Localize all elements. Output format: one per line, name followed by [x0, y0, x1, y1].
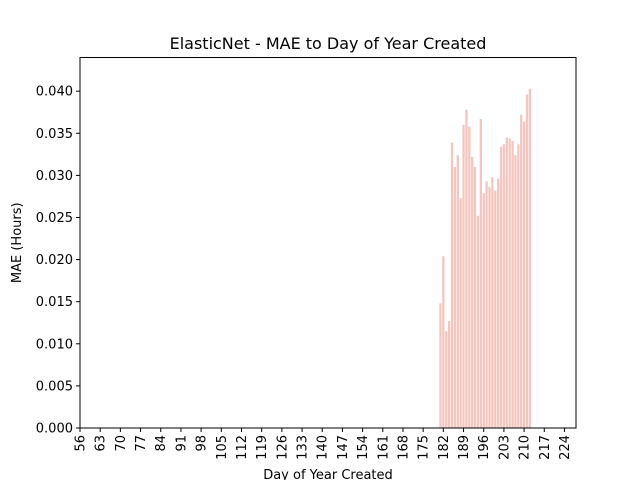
x-tick-label: 105 [215, 435, 230, 460]
bar [468, 126, 471, 429]
x-tick-label: 168 [396, 435, 411, 460]
bar [508, 138, 511, 428]
x-tick-label: 119 [255, 435, 270, 460]
y-tick-label: 0.025 [36, 211, 73, 226]
bar [488, 187, 491, 428]
bar [496, 178, 500, 428]
x-tick-label: 161 [376, 435, 391, 460]
x-tick-label: 189 [457, 435, 472, 460]
bar [494, 190, 497, 428]
y-tick-label: 0.005 [36, 379, 73, 394]
bar [462, 124, 465, 429]
bar [520, 114, 523, 428]
bar [485, 181, 488, 428]
x-axis-label: Day of Year Created [263, 468, 393, 480]
y-tick-label: 0.020 [36, 253, 73, 268]
x-tick-label: 56 [74, 435, 89, 452]
y-tick-label: 0.010 [36, 337, 73, 352]
x-tick-label: 126 [275, 435, 290, 460]
bar [479, 118, 482, 428]
bar [442, 256, 445, 428]
bar [528, 88, 532, 428]
y-axis-label: MAE (Hours) [10, 202, 25, 283]
x-tick-label: 77 [134, 435, 149, 452]
bar [471, 156, 474, 429]
y-axis: 0.000 0.005 0.010 0.015 0.020 0.025 0.030 0.035… [36, 85, 80, 437]
bar [525, 94, 529, 429]
y-tick-label: 0.030 [36, 169, 73, 184]
x-tick-label: 203 [497, 435, 512, 460]
bar [459, 198, 462, 428]
bar [502, 144, 506, 429]
y-tick-label: 0.040 [36, 85, 73, 100]
bar [522, 121, 526, 428]
bar [517, 144, 520, 429]
bar [482, 193, 485, 428]
x-tick-label: 63 [94, 435, 109, 452]
bar [511, 140, 514, 429]
x-tick-label: 84 [154, 435, 169, 452]
bar [447, 321, 451, 428]
plot-frame [79, 57, 577, 429]
x-tick-label: 210 [518, 435, 533, 460]
bars-group [439, 88, 532, 429]
bar [450, 142, 454, 429]
x-tick-label: 140 [316, 435, 331, 460]
x-tick-label: 175 [417, 435, 432, 460]
x-tick-label: 217 [538, 435, 553, 460]
bar [499, 146, 503, 428]
y-tick-label: 0.015 [36, 295, 73, 310]
bar [491, 177, 494, 428]
bar [456, 155, 459, 428]
y-tick-label: 0.035 [36, 127, 73, 142]
x-tick-label: 112 [235, 435, 250, 460]
bar [514, 155, 517, 428]
x-tick-label: 70 [114, 435, 129, 452]
bar [476, 215, 480, 428]
bar [439, 303, 442, 428]
bar [473, 166, 477, 428]
bar [465, 109, 468, 429]
x-axis: 56 63 70 77 84 91 98 105 112 119 126 133 140 147 154 16… [74, 428, 573, 460]
x-tick-label: 196 [477, 435, 492, 460]
bar [453, 166, 457, 428]
x-tick-label: 154 [356, 435, 371, 460]
x-tick-label: 182 [437, 435, 452, 460]
bar [505, 137, 508, 429]
x-tick-label: 91 [174, 435, 189, 452]
bar [445, 331, 448, 428]
x-tick-label: 98 [195, 435, 210, 452]
y-tick-label: 0.000 [36, 422, 73, 437]
chart-title: ElasticNet - MAE to Day of Year Created [170, 34, 487, 53]
x-tick-label: 224 [558, 435, 573, 460]
x-tick-label: 133 [296, 435, 311, 460]
x-tick-label: 147 [336, 435, 351, 460]
